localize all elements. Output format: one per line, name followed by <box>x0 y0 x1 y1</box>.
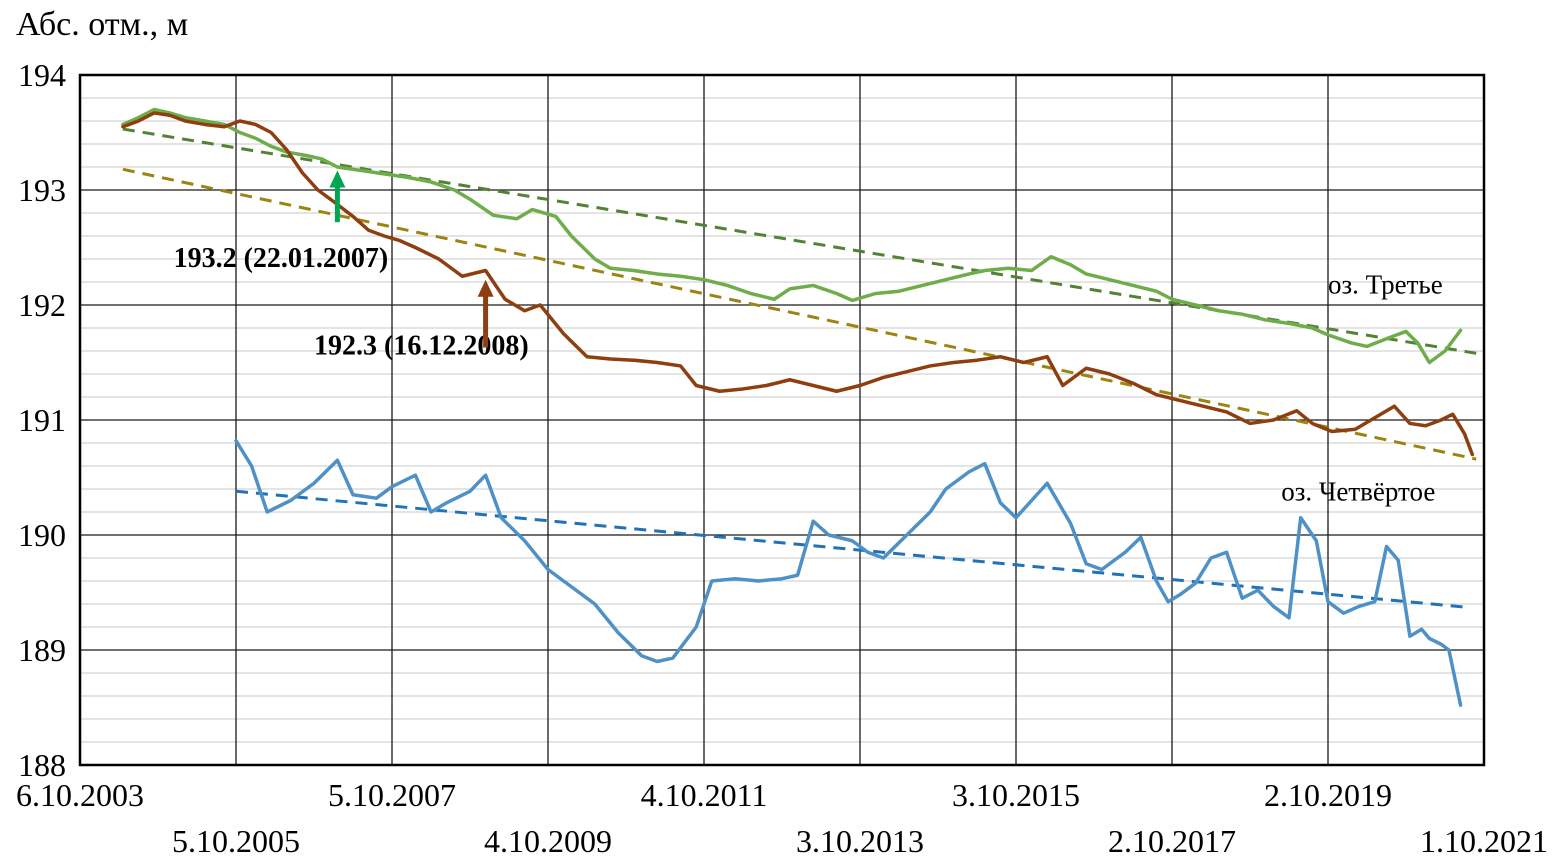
svg-text:192.3 (16.12.2008): 192.3 (16.12.2008) <box>314 330 529 361</box>
svg-text:5.10.2005: 5.10.2005 <box>172 823 300 859</box>
trend-line <box>122 167 1477 461</box>
svg-text:2.10.2017: 2.10.2017 <box>1108 823 1236 859</box>
svg-text:оз. Четвёртое: оз. Четвёртое <box>1281 477 1435 507</box>
svg-text:3.10.2015: 3.10.2015 <box>952 777 1080 813</box>
trend-line <box>235 489 1469 609</box>
trend-lines <box>122 127 1477 609</box>
gridlines <box>78 73 1486 767</box>
series-line <box>121 111 1475 457</box>
series-labels: оз. Третье оз. Четвёртое <box>1281 270 1443 507</box>
svg-text:оз. Третье: оз. Третье <box>1328 270 1443 300</box>
svg-text:1.10.2021: 1.10.2021 <box>1420 823 1548 859</box>
svg-text:2.10.2019: 2.10.2019 <box>1264 777 1392 813</box>
svg-text:193: 193 <box>18 172 66 208</box>
svg-text:193.2 (22.01.2007): 193.2 (22.01.2007) <box>174 243 389 274</box>
annotations: 193.2 (22.01.2007) 192.3 (16.12.2008) <box>174 170 529 361</box>
svg-text:189: 189 <box>18 632 66 668</box>
svg-text:5.10.2007: 5.10.2007 <box>328 777 456 813</box>
svg-text:194: 194 <box>18 57 66 93</box>
series-line <box>121 107 1463 365</box>
axis-labels: 188 189 190 191 192 193 194 6.10.2003 5.10.2007 4… <box>16 57 1548 859</box>
svg-text:6.10.2003: 6.10.2003 <box>16 777 144 813</box>
svg-text:188: 188 <box>18 747 66 783</box>
svg-text:192: 192 <box>18 287 66 323</box>
svg-text:191: 191 <box>18 402 66 438</box>
svg-text:190: 190 <box>18 517 66 553</box>
svg-text:4.10.2011: 4.10.2011 <box>641 777 768 813</box>
y-axis-title: Абс. отм., м <box>16 6 189 43</box>
svg-text:3.10.2013: 3.10.2013 <box>796 823 924 859</box>
series-line <box>234 438 1463 707</box>
series-lines <box>121 107 1475 707</box>
svg-text:4.10.2009: 4.10.2009 <box>484 823 612 859</box>
